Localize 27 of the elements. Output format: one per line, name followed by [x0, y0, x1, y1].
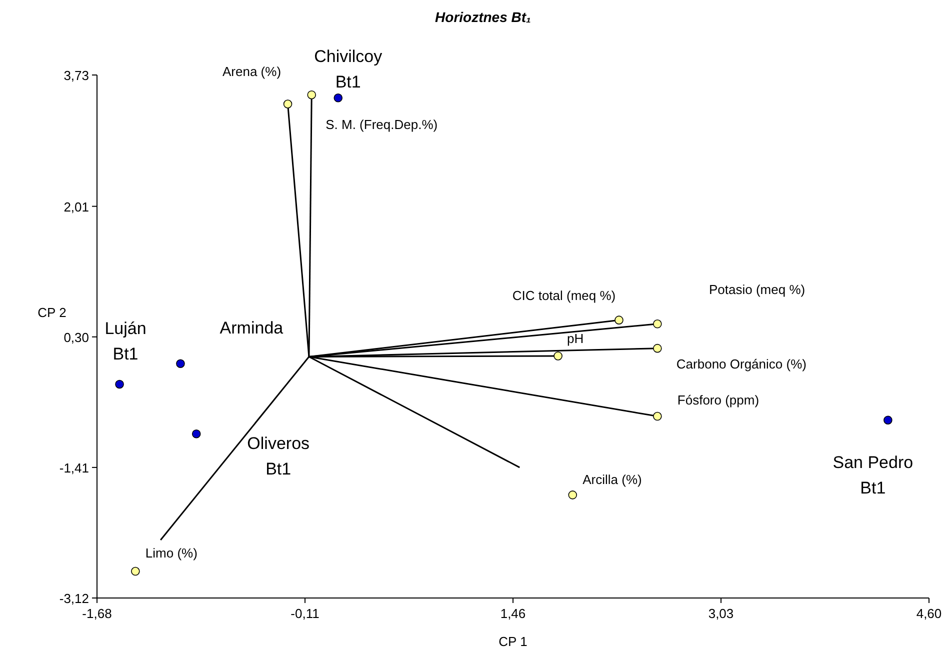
annotation: Fósforo (ppm)	[677, 392, 760, 408]
y-tick-label: 2,01	[64, 199, 89, 214]
annotation: Arcilla (%)	[582, 472, 642, 487]
annotation: Chivilcoy Bt1	[314, 46, 383, 92]
y-tick-label: -1,41	[59, 460, 89, 476]
y-axis-title: CP 2	[38, 305, 66, 320]
annotation: Carbono Orgánico (%)	[676, 356, 806, 372]
y-tick-label: -3,12	[59, 591, 89, 606]
chart-title: Horioztnes Bt₁	[435, 9, 532, 25]
annotation: Limo (%)	[145, 545, 198, 560]
x-tick-label: 3,03	[708, 606, 734, 621]
annotation: Arena (%)	[222, 64, 282, 80]
annotation: CIC total (meq %)	[512, 288, 616, 304]
x-tick-label: -1,68	[82, 606, 112, 621]
annotation: S. M. (Freq.Dep.%)	[326, 116, 438, 132]
annotation: Arminda	[220, 318, 284, 338]
y-tick-label: 3,73	[64, 68, 89, 83]
annotation: San Pedro Bt1	[832, 453, 914, 498]
x-axis-title: CP 1	[498, 634, 528, 649]
y-tick-label: 0,30	[64, 330, 89, 345]
annotation: pH	[567, 330, 584, 346]
annotation: Potasio (meq %)	[709, 282, 806, 297]
annotation: Oliveros Bt1	[247, 434, 310, 478]
x-tick-label: -0,11	[290, 606, 320, 621]
annotation: Luján Bt1	[104, 319, 146, 364]
x-tick-label: 1,46	[500, 606, 526, 621]
x-tick-label: 4,60	[916, 606, 942, 621]
